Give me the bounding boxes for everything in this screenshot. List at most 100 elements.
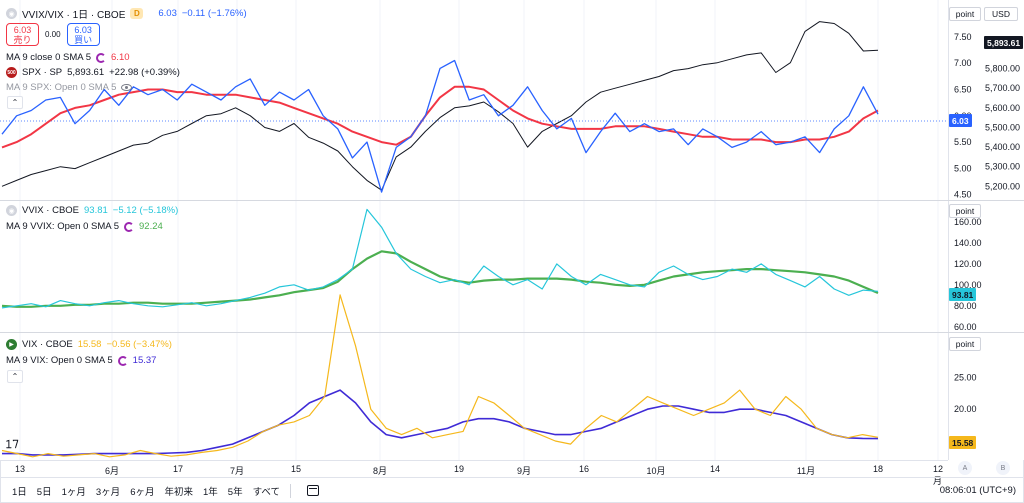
vvix-tick: 100.00 xyxy=(954,280,982,290)
pane-separator[interactable] xyxy=(0,332,1024,333)
vix-axis-mode-button[interactable]: point xyxy=(949,337,981,351)
ratio-axis-svg: 8.007.507.006.506.005.505.004.50 xyxy=(954,6,972,200)
ma-label: MA 9 close 0 SMA 5 xyxy=(6,52,92,63)
symbol-icon[interactable]: ◉ xyxy=(6,8,17,19)
vvix-price-axis[interactable]: 160.00 140.00 120.00 100.00 80.00 60.00 xyxy=(948,201,982,332)
ratio-price-tag: 6.03 xyxy=(949,114,972,127)
spx-tick: 5,700.00 xyxy=(985,83,1020,93)
play-icon[interactable]: ▶ xyxy=(6,339,17,350)
axis-mode-button[interactable]: point xyxy=(949,7,981,21)
vix-ma-line[interactable] xyxy=(2,389,879,456)
main-price: 6.03 xyxy=(158,8,177,19)
range-button[interactable]: 3ヶ月 xyxy=(95,486,121,498)
ratio-tick: 6.50 xyxy=(954,84,972,94)
buy-label: 買い xyxy=(74,35,93,45)
log-scale-button[interactable]: B xyxy=(996,461,1010,475)
buy-button[interactable]: 6.03 買い xyxy=(66,23,100,46)
spx-line[interactable] xyxy=(1,21,879,191)
auto-scale-button[interactable]: A xyxy=(958,461,972,475)
vvix-legend[interactable]: ◉ VVIX · CBOE 93.81 −5.12 (−5.18%) xyxy=(6,205,178,216)
vvix-pane[interactable] xyxy=(0,201,948,332)
time-label: 15 xyxy=(290,464,302,474)
market-status-badge[interactable]: D xyxy=(130,8,144,19)
time-label: 10月 xyxy=(646,466,666,476)
time-axis[interactable]: 13 6月 17 7月 15 8月 19 9月 16 10月 14 11月 18 12月 xyxy=(0,460,948,486)
spx-axis-svg: 5,800.00 5,700.00 5,600.00 5,500.00 5,400.00… xyxy=(985,64,1020,192)
spx-legend[interactable]: 500 SPX · SP 5,893.61 +22.98 (+0.39%) xyxy=(6,67,180,78)
ma-legend[interactable]: MA 9 close 0 SMA 5 6.10 xyxy=(6,52,130,63)
ratio-pane[interactable] xyxy=(0,0,948,200)
buy-price: 6.03 xyxy=(74,25,92,35)
ratio-ma-line[interactable] xyxy=(1,85,879,149)
vvix-icon: ◉ xyxy=(6,205,17,216)
calendar-icon[interactable] xyxy=(307,485,320,496)
vvix-ma-value: 92.24 xyxy=(139,221,163,232)
range-button[interactable]: 5年 xyxy=(227,486,243,498)
vix-price-tag: 15.58 xyxy=(949,436,977,449)
spx-ma-label: MA 9 SPX: Open 0 SMA 5 xyxy=(6,82,117,93)
vix-line[interactable] xyxy=(1,294,879,458)
main-symbol[interactable]: VVIX/VIX · 1日 · CBOE xyxy=(22,10,126,21)
sync-icon[interactable] xyxy=(96,52,107,63)
time-label: 9月 xyxy=(516,466,532,476)
vvix-tick: 140.00 xyxy=(954,238,982,248)
vix-legend[interactable]: ▶ VIX · CBOE 15.58 −0.56 (−3.47%) xyxy=(6,339,172,350)
time-label: 6月 xyxy=(104,466,120,476)
spx-tick: 5,200.00 xyxy=(985,181,1020,191)
collapse-legend-button[interactable]: ⌃ xyxy=(7,370,23,383)
ma-value: 6.10 xyxy=(111,52,130,63)
clock[interactable]: 08:06:01 (UTC+9) xyxy=(939,485,1016,496)
range-button[interactable]: 1年 xyxy=(203,486,218,498)
spx-price-tag: 5,893.61 xyxy=(984,36,1024,49)
vix-tick: 25.00 xyxy=(954,372,977,382)
tradingview-logo-icon[interactable]: 𝟷𝟽 xyxy=(5,437,19,451)
time-label: 11月 xyxy=(796,466,816,476)
sell-button[interactable]: 6.03 売り xyxy=(6,23,39,46)
vix-ma-legend[interactable]: MA 9 VIX: Open 0 SMA 5 15.37 xyxy=(6,355,156,366)
spx-value: 5,893.61 xyxy=(67,67,105,78)
time-label: 13 xyxy=(14,464,26,474)
range-button[interactable]: 1日 xyxy=(12,486,27,498)
toolbar-divider xyxy=(290,483,292,498)
vvix-line[interactable] xyxy=(1,208,879,309)
vvix-tick: 80.00 xyxy=(954,301,977,311)
vix-pane[interactable] xyxy=(0,294,948,460)
eye-icon[interactable] xyxy=(121,84,133,91)
range-button[interactable]: 5日 xyxy=(36,486,52,498)
ratio-price-axis[interactable]: 8.007.507.006.506.005.505.004.50 xyxy=(948,0,982,200)
ratio-chart[interactable] xyxy=(0,0,948,200)
sync-icon[interactable] xyxy=(117,355,128,366)
vix-chart[interactable] xyxy=(0,294,948,460)
time-label: 12月 xyxy=(932,464,944,486)
sync-icon[interactable] xyxy=(124,221,135,232)
range-button[interactable]: 1ヶ月 xyxy=(61,486,86,498)
time-label: 7月 xyxy=(229,466,245,476)
sell-price: 6.03 xyxy=(13,25,32,35)
range-button[interactable]: すべて xyxy=(252,486,281,498)
vvix-tick: 60.00 xyxy=(954,322,977,332)
range-button[interactable]: 6ヶ月 xyxy=(130,486,155,498)
ratio-tick: 5.50 xyxy=(954,137,972,147)
ratio-tick: 4.50 xyxy=(954,190,972,200)
collapse-legend-button[interactable]: ⌃ xyxy=(7,96,23,109)
vvix-ma-legend[interactable]: MA 9 VVIX: Open 0 SMA 5 92.24 xyxy=(6,221,163,232)
right-strip: 5,800.00 5,700.00 5,600.00 5,500.00 5,400.00… xyxy=(982,0,1024,460)
pane-separator[interactable] xyxy=(0,200,1024,201)
vvix-chart[interactable] xyxy=(0,201,948,332)
vvix-price-tag: 93.81 xyxy=(949,288,977,301)
vix-tick: 20.00 xyxy=(954,404,977,414)
vvix-axis-mode-button[interactable]: point xyxy=(949,204,981,218)
spx-tick: 5,400.00 xyxy=(985,142,1020,152)
spx-ma-legend[interactable]: MA 9 SPX: Open 0 SMA 5 xyxy=(6,82,133,93)
time-label: 16 xyxy=(578,464,590,474)
trade-buttons: 6.03 売り 0.00 6.03 買い xyxy=(6,23,100,46)
time-label: 8月 xyxy=(372,466,388,476)
ratio-tick: 7.50 xyxy=(954,32,972,42)
vvix-ma-line[interactable] xyxy=(1,250,879,308)
ratio-line[interactable] xyxy=(1,59,879,193)
time-label: 17 xyxy=(172,464,184,474)
vvix-change: −5.12 (−5.18%) xyxy=(112,205,179,216)
spx-symbol: SPX · SP xyxy=(22,67,63,78)
currency-button[interactable]: USD xyxy=(984,7,1018,21)
range-button[interactable]: 年初来 xyxy=(164,486,193,498)
